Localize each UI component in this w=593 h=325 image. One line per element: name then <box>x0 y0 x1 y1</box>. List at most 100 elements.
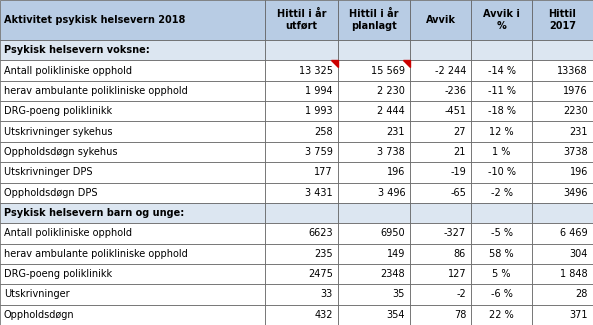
Text: -6 %: -6 % <box>490 290 512 299</box>
Text: 78: 78 <box>454 310 466 320</box>
Bar <box>532 305 593 325</box>
Text: -327: -327 <box>444 228 466 239</box>
Bar <box>338 0 410 40</box>
Bar <box>338 81 410 101</box>
Bar <box>338 60 410 81</box>
Text: 6 469: 6 469 <box>560 228 588 239</box>
Bar <box>410 101 471 122</box>
Bar <box>532 0 593 40</box>
Bar <box>471 183 532 203</box>
Bar <box>338 264 410 284</box>
Text: Oppholdsdøgn: Oppholdsdøgn <box>4 310 75 320</box>
Bar <box>338 40 410 60</box>
Bar <box>410 60 471 81</box>
Text: 6950: 6950 <box>381 228 405 239</box>
Bar <box>410 284 471 305</box>
Text: 15 569: 15 569 <box>371 66 405 75</box>
Bar <box>266 305 338 325</box>
Bar <box>471 264 532 284</box>
Text: 177: 177 <box>314 167 333 177</box>
Text: 371: 371 <box>569 310 588 320</box>
Bar <box>410 142 471 162</box>
Bar <box>471 284 532 305</box>
Bar <box>0 162 266 183</box>
Bar <box>0 223 266 243</box>
Text: 27: 27 <box>454 127 466 136</box>
Bar <box>532 101 593 122</box>
Polygon shape <box>403 60 410 67</box>
Text: 12 %: 12 % <box>489 127 514 136</box>
Text: 235: 235 <box>314 249 333 259</box>
Bar <box>0 60 266 81</box>
Text: Oppholdsdøgn DPS: Oppholdsdøgn DPS <box>4 188 97 198</box>
Text: DRG-poeng poliklinikk: DRG-poeng poliklinikk <box>4 269 112 279</box>
Bar <box>410 203 471 223</box>
Text: 1 848: 1 848 <box>560 269 588 279</box>
Text: herav ambulante polikliniske opphold: herav ambulante polikliniske opphold <box>4 86 188 96</box>
Bar <box>338 183 410 203</box>
Text: 2230: 2230 <box>563 106 588 116</box>
Bar <box>0 305 266 325</box>
Bar <box>532 264 593 284</box>
Text: 1976: 1976 <box>563 86 588 96</box>
Bar <box>0 142 266 162</box>
Text: Oppholdsdøgn sykehus: Oppholdsdøgn sykehus <box>4 147 117 157</box>
Text: 3496: 3496 <box>563 188 588 198</box>
Bar <box>410 183 471 203</box>
Bar <box>532 284 593 305</box>
Text: Avvik: Avvik <box>426 15 455 25</box>
Bar <box>0 101 266 122</box>
Text: Hittil
2017: Hittil 2017 <box>549 9 576 31</box>
Text: 3738: 3738 <box>563 147 588 157</box>
Bar <box>266 284 338 305</box>
Bar <box>471 0 532 40</box>
Text: 33: 33 <box>321 290 333 299</box>
Bar <box>0 203 266 223</box>
Bar <box>0 243 266 264</box>
Text: 13368: 13368 <box>557 66 588 75</box>
Bar <box>338 101 410 122</box>
Bar <box>532 81 593 101</box>
Bar <box>338 305 410 325</box>
Text: -10 %: -10 % <box>487 167 515 177</box>
Text: -18 %: -18 % <box>487 106 515 116</box>
Text: 22 %: 22 % <box>489 310 514 320</box>
Text: -65: -65 <box>450 188 466 198</box>
Bar <box>0 40 266 60</box>
Text: 3 759: 3 759 <box>305 147 333 157</box>
Text: 1 993: 1 993 <box>305 106 333 116</box>
Text: 58 %: 58 % <box>489 249 514 259</box>
Bar <box>410 223 471 243</box>
Bar <box>471 60 532 81</box>
Text: -19: -19 <box>450 167 466 177</box>
Bar <box>266 81 338 101</box>
Bar <box>532 243 593 264</box>
Bar <box>471 122 532 142</box>
Text: DRG-poeng poliklinikk: DRG-poeng poliklinikk <box>4 106 112 116</box>
Bar <box>0 0 266 40</box>
Text: 149: 149 <box>387 249 405 259</box>
Bar <box>0 284 266 305</box>
Bar <box>338 122 410 142</box>
Bar <box>0 81 266 101</box>
Bar <box>338 243 410 264</box>
Text: 1 %: 1 % <box>492 147 511 157</box>
Text: herav ambulante polikliniske opphold: herav ambulante polikliniske opphold <box>4 249 188 259</box>
Bar <box>266 264 338 284</box>
Text: Psykisk helsevern barn og unge:: Psykisk helsevern barn og unge: <box>4 208 184 218</box>
Text: 2475: 2475 <box>308 269 333 279</box>
Bar <box>0 122 266 142</box>
Bar <box>410 243 471 264</box>
Text: 2348: 2348 <box>381 269 405 279</box>
Text: 2 444: 2 444 <box>377 106 405 116</box>
Text: 3 738: 3 738 <box>377 147 405 157</box>
Bar <box>266 0 338 40</box>
Text: 196: 196 <box>387 167 405 177</box>
Bar <box>338 162 410 183</box>
Bar <box>410 40 471 60</box>
Text: Hittil i år
utført: Hittil i år utført <box>277 9 326 31</box>
Text: 432: 432 <box>314 310 333 320</box>
Text: 304: 304 <box>570 249 588 259</box>
Bar <box>266 101 338 122</box>
Bar <box>471 305 532 325</box>
